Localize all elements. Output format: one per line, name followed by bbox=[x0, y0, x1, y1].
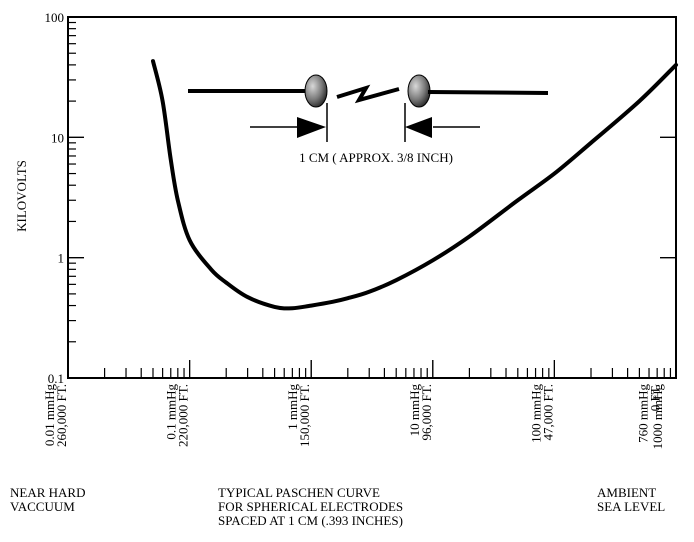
caption-left: NEAR HARD VACCUUM bbox=[10, 486, 85, 514]
caption-center-line: SPACED AT 1 CM (.393 INCHES) bbox=[218, 513, 403, 528]
paschen-curve-line bbox=[151, 59, 678, 311]
caption-right: AMBIENT SEA LEVEL bbox=[597, 486, 665, 514]
x-tick-altitude: 0 FT. bbox=[648, 384, 663, 411]
y-tick-labels: 100 10 1 0.1 bbox=[45, 10, 65, 386]
paschen-curve bbox=[151, 59, 678, 311]
x-tick-pressure: 0.01 mmHg bbox=[42, 384, 57, 447]
x-tick-pressure: 100 mmHg bbox=[528, 384, 543, 443]
x-tick-altitude: 260,000 FT. bbox=[54, 384, 69, 447]
y-tick-label: 100 bbox=[45, 10, 65, 25]
right-electrode-sphere bbox=[407, 74, 431, 108]
caption-left-line: VACCUUM bbox=[10, 499, 75, 514]
right-electrode-rod bbox=[427, 90, 549, 95]
electrode-diagram bbox=[188, 74, 549, 142]
spark-icon bbox=[336, 84, 400, 104]
x-tick-label: 1000 mmHg bbox=[650, 384, 665, 450]
caption-right-line: AMBIENT bbox=[597, 485, 657, 500]
left-electrode-sphere bbox=[304, 74, 328, 108]
x-tick-altitude: 96,000 FT. bbox=[419, 384, 434, 440]
y-axis-ticks bbox=[68, 16, 676, 379]
y-axis-title: KILOVOLTS bbox=[14, 160, 29, 232]
right-arrowhead-icon bbox=[405, 117, 432, 138]
caption-center: TYPICAL PASCHEN CURVE FOR SPHERICAL ELEC… bbox=[218, 486, 403, 528]
caption-left-line: NEAR HARD bbox=[10, 485, 86, 500]
x-axis-ticks bbox=[67, 360, 677, 378]
caption-center-line: TYPICAL PASCHEN CURVE bbox=[218, 485, 380, 500]
plot-frame bbox=[67, 16, 677, 379]
left-arrowhead-icon bbox=[297, 117, 326, 138]
caption-right-line: SEA LEVEL bbox=[597, 499, 666, 514]
y-tick-label: 1 bbox=[58, 251, 65, 266]
x-tick-pressure: 760 mmHg bbox=[636, 384, 651, 443]
caption-center-line: FOR SPHERICAL ELECTRODES bbox=[218, 499, 404, 514]
y-tick-label: 10 bbox=[51, 130, 64, 145]
x-tick-pressure: 1 mmHg bbox=[285, 384, 300, 430]
y-tick-label: 0.1 bbox=[48, 371, 64, 386]
x-tick-pressure: 0.1 mmHg bbox=[164, 384, 179, 440]
gap-label: 1 CM ( APPROX. 3/8 INCH) bbox=[299, 150, 453, 165]
x-tick-altitude: 47,000 FT. bbox=[540, 384, 555, 440]
x-tick-altitude: 150,000 FT. bbox=[297, 384, 312, 447]
x-tick-pressure: 1000 mmHg bbox=[650, 384, 665, 450]
x-tick-altitude: 220,000 FT. bbox=[176, 384, 191, 447]
x-tick-pressure: 10 mmHg bbox=[407, 384, 422, 437]
